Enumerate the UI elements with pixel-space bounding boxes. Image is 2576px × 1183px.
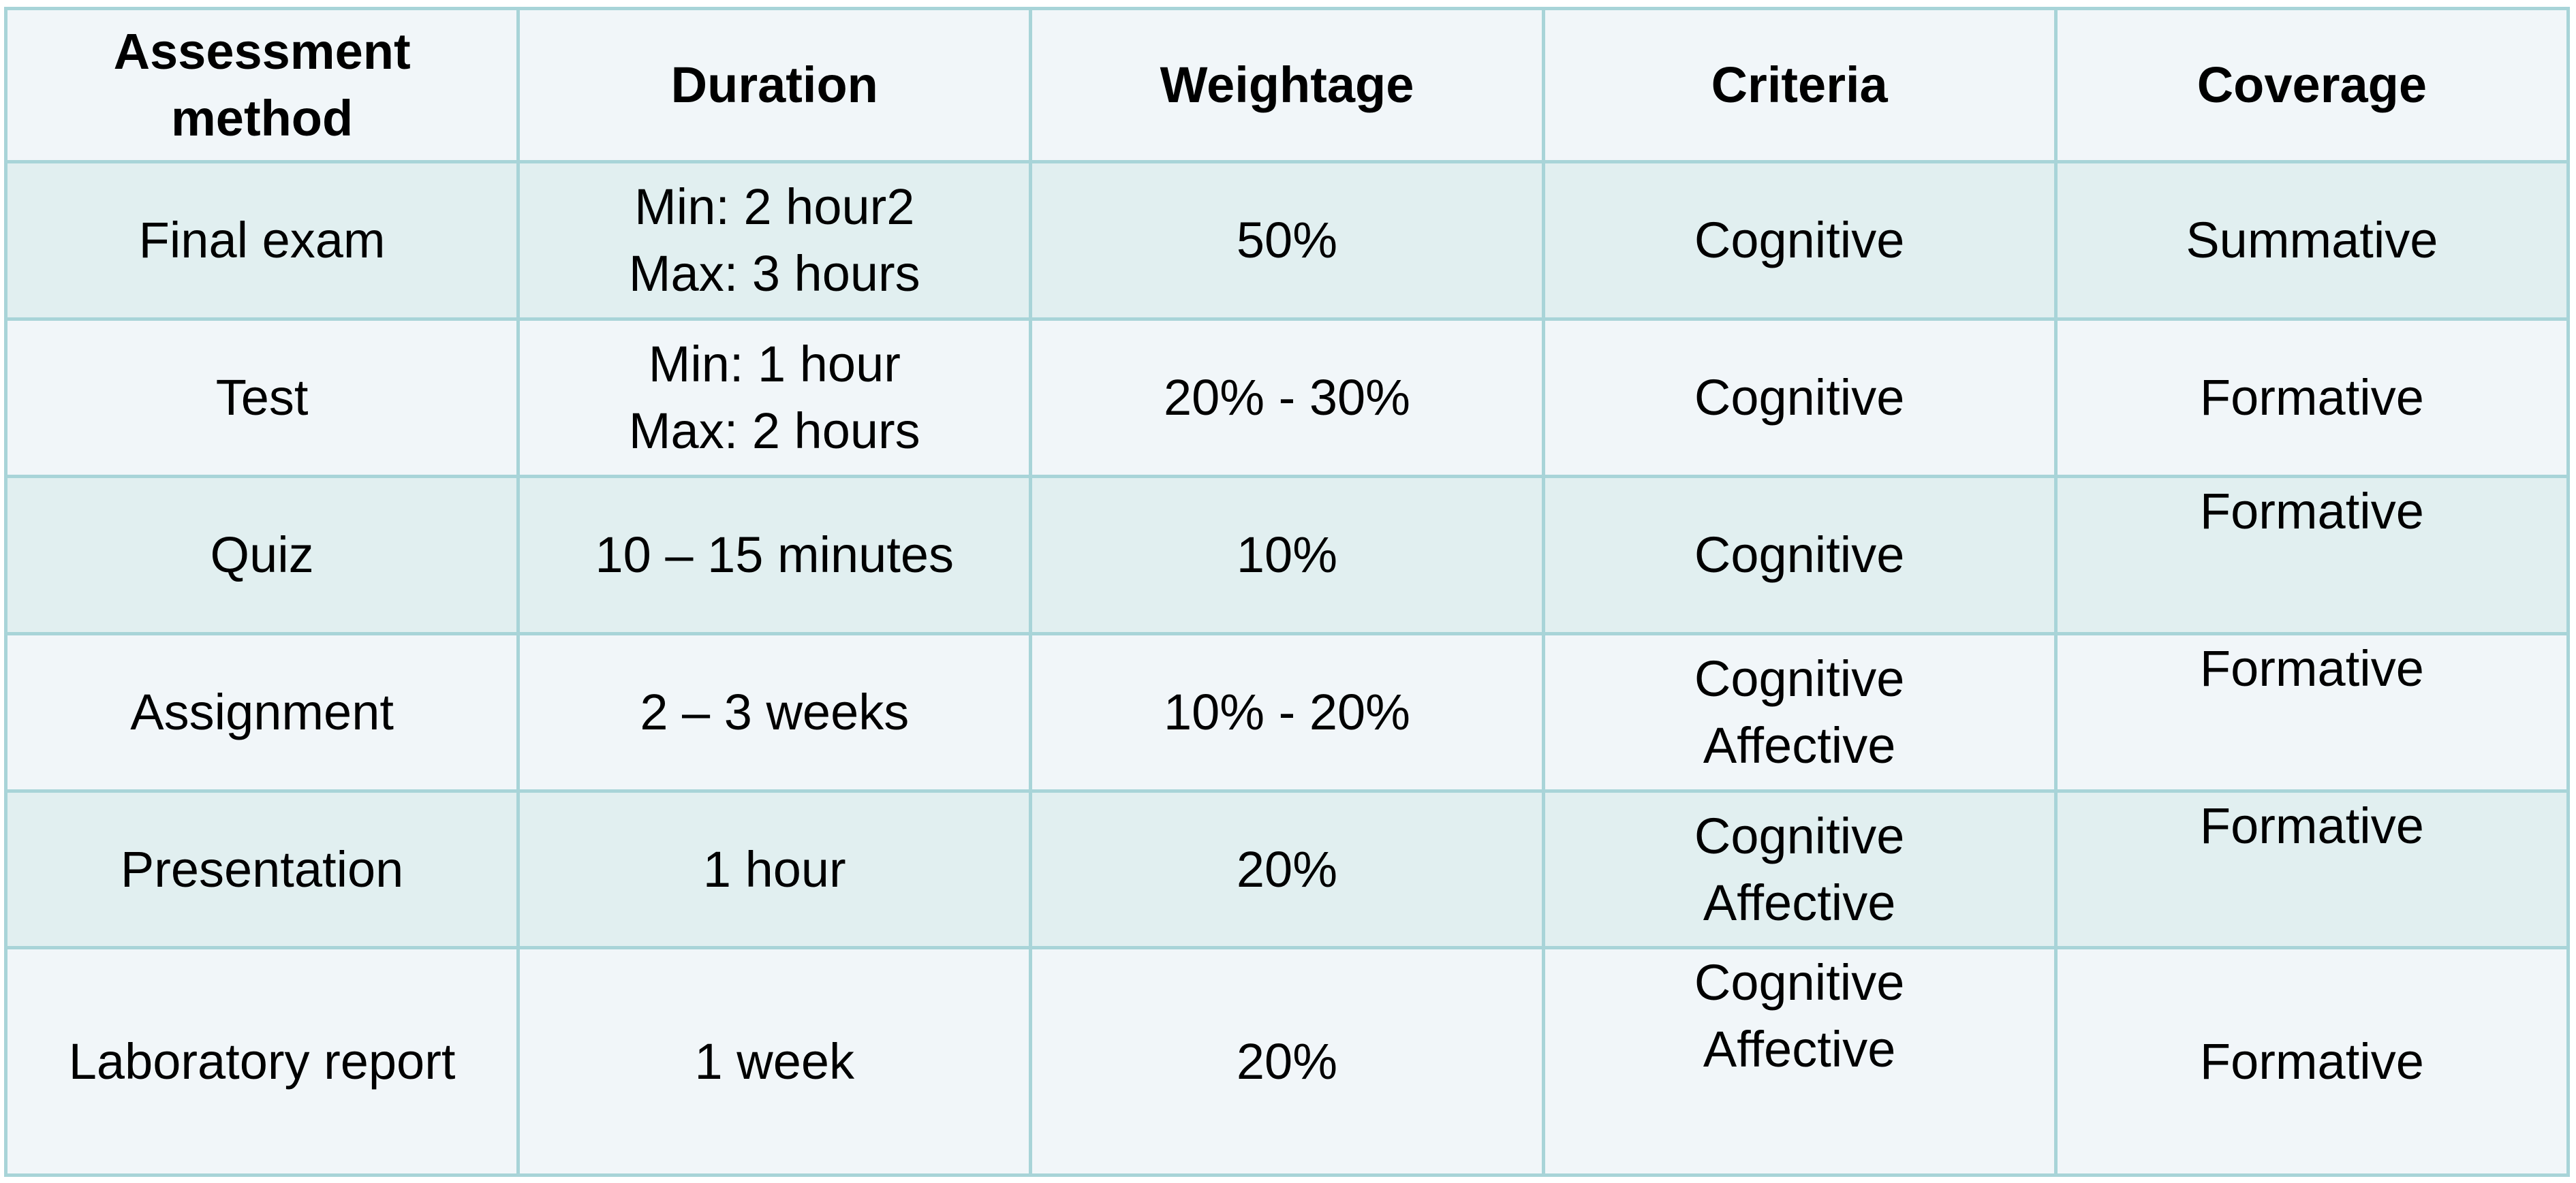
header-text: Duration xyxy=(670,57,878,113)
cell-coverage: Formative xyxy=(2053,631,2571,793)
cell-coverage: Formative xyxy=(2053,317,2571,478)
cell-text: Cognitive xyxy=(1694,807,1905,864)
cell-text: Max: 2 hours xyxy=(628,402,920,459)
cell-text: Affective xyxy=(1703,716,1896,774)
header-text: Assessment xyxy=(113,23,411,80)
cell-duration: Min: 2 hour2 Max: 3 hours xyxy=(516,160,1033,321)
cell-coverage: Summative xyxy=(2053,160,2571,321)
cell-weightage: 50% xyxy=(1029,160,1545,321)
cell-method: Test xyxy=(3,317,521,478)
cell-text: Affective xyxy=(1703,874,1896,931)
cell-text: Affective xyxy=(1703,1021,1896,1078)
cell-text: 20% - 30% xyxy=(1163,368,1410,426)
cell-duration: 1 hour xyxy=(516,789,1033,950)
cell-duration: 10 – 15 minutes xyxy=(516,474,1033,635)
cell-weightage: 10% - 20% xyxy=(1029,631,1545,793)
cell-criteria: Cognitive xyxy=(1541,317,2058,478)
table-row: Assignment 2 – 3 weeks 10% - 20% Cogniti… xyxy=(3,631,2571,793)
cell-text: 10% xyxy=(1236,526,1338,583)
table-header-row: Assessment method Duration Weightage Cri… xyxy=(3,7,2571,163)
cell-method: Presentation xyxy=(3,789,521,950)
table-row: Quiz 10 – 15 minutes 10% Cognitive Forma… xyxy=(3,474,2571,635)
cell-duration: 1 week xyxy=(516,946,1033,1177)
cell-text: Quiz xyxy=(210,526,314,583)
cell-text: Cognitive xyxy=(1694,211,1905,268)
table-row: Final exam Min: 2 hour2 Max: 3 hours 50%… xyxy=(3,160,2571,321)
cell-text: Formative xyxy=(2199,482,2424,539)
cell-text: 20% xyxy=(1236,1032,1338,1090)
cell-duration: 2 – 3 weeks xyxy=(516,631,1033,793)
cell-criteria: Cognitive Affective xyxy=(1541,631,2058,793)
cell-text: 10 – 15 minutes xyxy=(595,526,955,583)
cell-method: Assignment xyxy=(3,631,521,793)
cell-coverage: Formative xyxy=(2053,474,2571,635)
cell-text: Final exam xyxy=(138,211,386,268)
cell-coverage: Formative xyxy=(2053,789,2571,950)
cell-text: Formative xyxy=(2199,1032,2424,1090)
header-weightage: Weightage xyxy=(1029,7,1545,163)
cell-text: Formative xyxy=(2199,797,2424,854)
cell-weightage: 20% - 30% xyxy=(1029,317,1545,478)
cell-text: 50% xyxy=(1236,211,1338,268)
cell-text: Assignment xyxy=(130,683,394,740)
cell-text: Formative xyxy=(2199,640,2424,697)
header-text: method xyxy=(170,90,354,146)
header-assessment-method: Assessment method xyxy=(3,7,521,163)
header-coverage: Coverage xyxy=(2053,7,2571,163)
cell-text: Max: 3 hours xyxy=(628,245,920,302)
cell-method: Final exam xyxy=(3,160,521,321)
cell-text: Summative xyxy=(2186,211,2438,268)
header-text: Criteria xyxy=(1711,57,1888,113)
cell-text: Presentation xyxy=(120,840,404,898)
cell-text: 10% - 20% xyxy=(1163,683,1410,740)
cell-text: Laboratory report xyxy=(68,1032,456,1090)
cell-text: Cognitive xyxy=(1694,368,1905,426)
cell-text: Min: 2 hour2 xyxy=(634,178,915,235)
assessment-table-container: Assessment method Duration Weightage Cri… xyxy=(3,7,2571,1177)
cell-text: 2 – 3 weeks xyxy=(640,683,910,740)
table-row: Test Min: 1 hour Max: 2 hours 20% - 30% … xyxy=(3,317,2571,478)
cell-duration: Min: 1 hour Max: 2 hours xyxy=(516,317,1033,478)
cell-text: 1 week xyxy=(694,1032,855,1090)
table-row: Presentation 1 hour 20% Cognitive Affect… xyxy=(3,789,2571,950)
cell-criteria: Cognitive xyxy=(1541,160,2058,321)
header-text: Weightage xyxy=(1160,57,1414,113)
header-text: Coverage xyxy=(2197,57,2427,113)
cell-method: Laboratory report xyxy=(3,946,521,1177)
cell-coverage: Formative xyxy=(2053,946,2571,1177)
cell-text: Formative xyxy=(2199,368,2424,426)
cell-text: Cognitive xyxy=(1694,526,1905,583)
cell-weightage: 20% xyxy=(1029,789,1545,950)
cell-text: Cognitive xyxy=(1694,650,1905,707)
cell-weightage: 20% xyxy=(1029,946,1545,1177)
cell-weightage: 10% xyxy=(1029,474,1545,635)
cell-text: Cognitive xyxy=(1694,954,1905,1011)
cell-method: Quiz xyxy=(3,474,521,635)
header-duration: Duration xyxy=(516,7,1033,163)
cell-criteria: Cognitive xyxy=(1541,474,2058,635)
assessment-table: Assessment method Duration Weightage Cri… xyxy=(3,7,2571,1177)
header-criteria: Criteria xyxy=(1541,7,2058,163)
cell-text: Test xyxy=(215,368,309,426)
cell-text: 1 hour xyxy=(702,840,846,898)
cell-text: Min: 1 hour xyxy=(648,335,901,392)
cell-criteria: Cognitive Affective xyxy=(1541,946,2058,1177)
cell-criteria: Cognitive Affective xyxy=(1541,789,2058,950)
table-row: Laboratory report 1 week 20% Cognitive A… xyxy=(3,946,2571,1177)
cell-text: 20% xyxy=(1236,840,1338,898)
